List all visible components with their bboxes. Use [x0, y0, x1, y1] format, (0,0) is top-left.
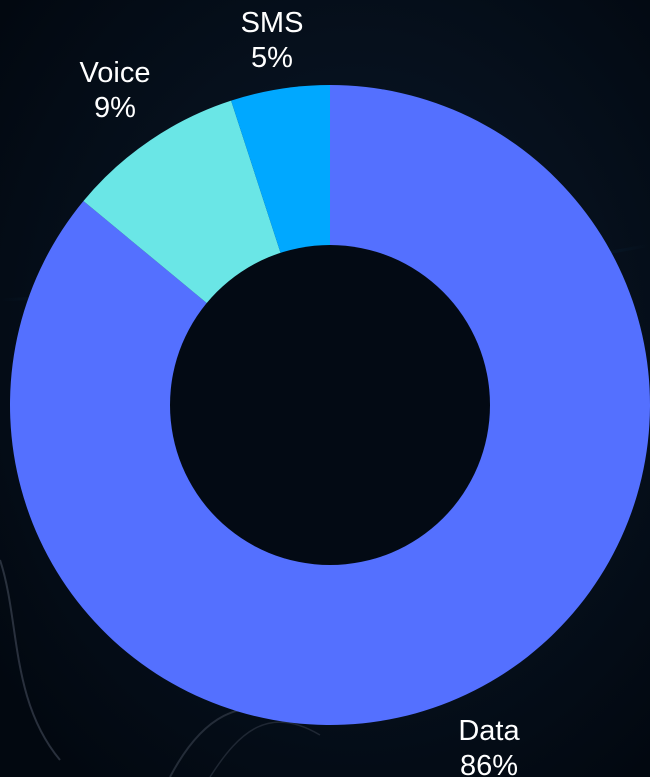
slice-label-sms-name: SMS — [241, 7, 304, 39]
slice-label-voice-value: 9% — [94, 92, 136, 124]
donut-hole — [170, 245, 490, 565]
slice-label-sms-value: 5% — [251, 42, 293, 74]
background-swirl — [209, 721, 321, 777]
slice-label-data-value: 86% — [460, 750, 518, 777]
slice-label-voice-name: Voice — [80, 57, 151, 89]
background-swirl — [0, 559, 61, 761]
slice-label-data-name: Data — [458, 715, 520, 747]
slice-data[interactable] — [10, 85, 650, 725]
